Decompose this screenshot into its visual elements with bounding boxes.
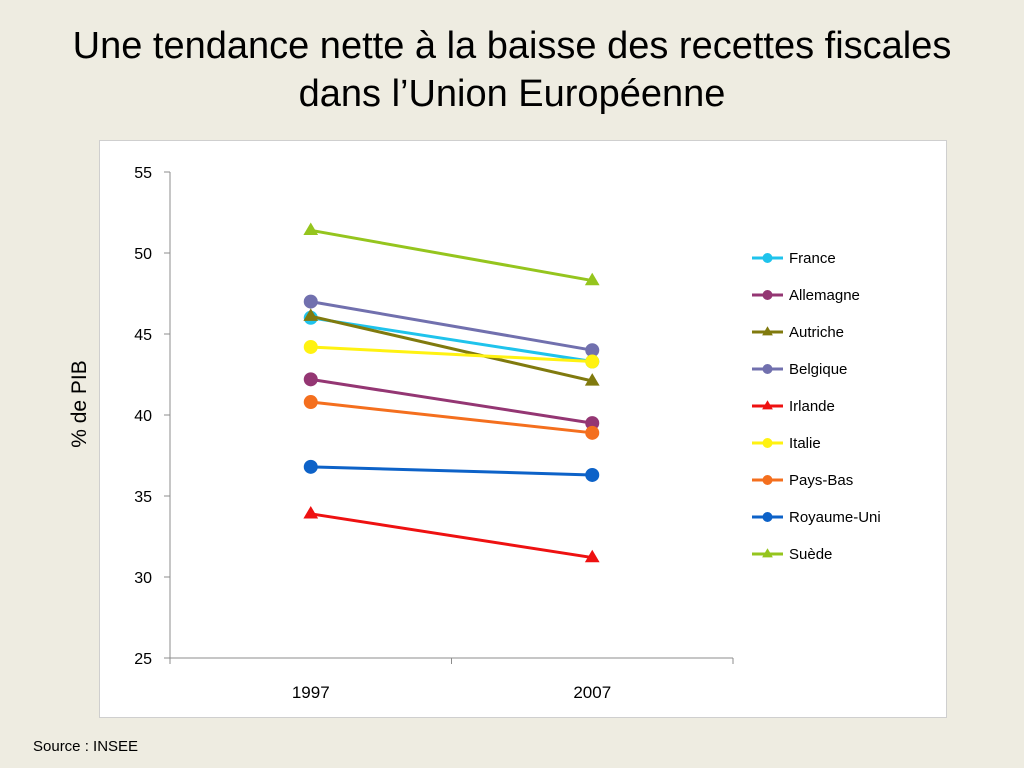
legend-label-pays-bas: Pays-Bas — [789, 472, 853, 489]
legend-label-suede: Suède — [789, 546, 832, 563]
source-note: Source : INSEE — [33, 738, 139, 755]
legend-marker-autriche — [762, 326, 773, 336]
data-point-suede — [584, 272, 600, 286]
legend-label-france: France — [789, 250, 836, 267]
data-point-italie — [585, 354, 600, 369]
data-point-pays-bas — [303, 395, 318, 410]
legend-marker-suede — [762, 548, 773, 558]
line-chart: 25 30 35 40 45 50 55 1997 2007 France Allemagne Aut… — [134, 165, 881, 702]
data-point-royaume-uni — [585, 467, 600, 482]
legend-label-royaume-uni: Royaume-Uni — [789, 509, 881, 526]
data-point-irlande — [584, 549, 600, 563]
legend-marker-allemagne — [762, 290, 773, 300]
legend-label-autriche: Autriche — [789, 324, 844, 341]
legend-label-italie: Italie — [789, 435, 821, 452]
series-line-italie — [310, 345, 593, 364]
series-line-allemagne — [310, 377, 593, 425]
x-tick-label: 2007 — [573, 683, 611, 702]
data-point-allemagne — [303, 372, 318, 387]
series-line-suede — [310, 228, 593, 283]
y-tick-label: 55 — [134, 165, 152, 182]
series-line-irlande — [310, 512, 593, 560]
data-point-pays-bas — [585, 425, 600, 440]
slide-title-line-2: dans l’Union Européenne — [298, 73, 726, 115]
data-point-royaume-uni — [303, 459, 318, 474]
y-axis-label: % de PIB — [68, 360, 91, 448]
y-tick-label: 40 — [134, 408, 152, 425]
y-tick-label: 25 — [134, 651, 152, 668]
y-tick-label: 45 — [134, 327, 152, 344]
chart-area: 25 30 35 40 45 50 55 1997 2007 France Allemagne Aut… — [99, 140, 947, 718]
series-line-autriche — [310, 314, 593, 383]
legend-marker-italie — [762, 438, 773, 448]
data-point-suede — [303, 222, 319, 236]
data-point-autriche — [303, 308, 319, 321]
legend-marker-france — [762, 253, 773, 263]
legend-label-irlande: Irlande — [789, 398, 835, 415]
series-line-belgique — [310, 300, 593, 352]
y-tick-label: 50 — [134, 246, 152, 263]
legend-marker-royaume-uni — [762, 512, 773, 522]
series-line-royaume-uni — [310, 465, 593, 477]
y-tick-label: 35 — [134, 489, 152, 506]
x-tick-label: 1997 — [292, 683, 330, 702]
legend-marker-pays-bas — [762, 475, 773, 485]
slide-title-line-1: Une tendance nette à la baisse des recet… — [72, 25, 952, 67]
data-point-belgique — [303, 294, 318, 309]
data-point-autriche — [584, 373, 600, 386]
y-tick-label: 30 — [134, 570, 152, 587]
data-point-italie — [303, 339, 318, 354]
legend-marker-irlande — [762, 400, 773, 410]
series-line-france — [310, 316, 593, 364]
data-point-irlande — [303, 505, 319, 519]
legend-label-allemagne: Allemagne — [789, 287, 860, 304]
legend-label-belgique: Belgique — [789, 361, 847, 378]
series-line-pays-bas — [310, 400, 593, 435]
slide-title: Une tendance nette à la baisse des recet… — [0, 22, 1024, 118]
legend-marker-belgique — [762, 364, 773, 374]
